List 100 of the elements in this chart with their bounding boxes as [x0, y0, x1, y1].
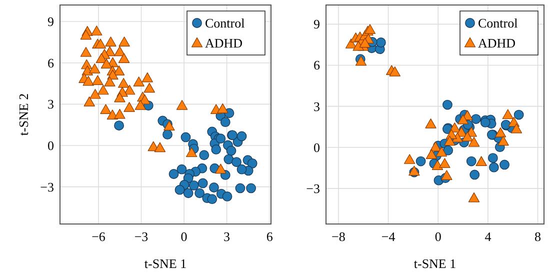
- point: [118, 78, 130, 88]
- point: [104, 76, 116, 86]
- point: [174, 184, 185, 195]
- point: [91, 26, 102, 36]
- point: [416, 156, 426, 166]
- point: [176, 100, 188, 110]
- point: [352, 40, 364, 51]
- point: [226, 146, 236, 156]
- point: [82, 76, 94, 86]
- point: [236, 131, 247, 142]
- point: [217, 103, 228, 114]
- x-tick-label: −4: [381, 229, 396, 244]
- point: [498, 136, 509, 146]
- point: [199, 150, 210, 160]
- point: [466, 156, 476, 166]
- point: [468, 136, 480, 147]
- point: [107, 70, 118, 80]
- x-tick-label: 8: [534, 229, 542, 244]
- point: [113, 66, 125, 76]
- point: [224, 154, 234, 164]
- point: [92, 75, 104, 86]
- point: [425, 118, 436, 128]
- point: [494, 127, 506, 138]
- point: [164, 120, 175, 130]
- point: [180, 132, 191, 142]
- point: [105, 36, 116, 46]
- x-axis-title: t-SNE 1: [414, 256, 456, 271]
- legend-label: Control: [205, 16, 246, 30]
- x-tick-label: 0: [434, 229, 442, 244]
- point: [198, 178, 208, 188]
- point: [426, 149, 438, 160]
- point: [114, 46, 126, 56]
- legend-label: ADHD: [205, 36, 243, 50]
- point: [444, 136, 456, 146]
- point: [144, 82, 155, 93]
- point: [246, 183, 256, 194]
- point: [364, 24, 376, 34]
- point: [439, 158, 450, 168]
- point: [94, 38, 106, 49]
- point: [443, 145, 454, 156]
- legend-label: ADHD: [478, 36, 516, 50]
- y-axis-title: t-SNE 2: [16, 93, 31, 136]
- point: [232, 157, 242, 167]
- point: [488, 153, 498, 163]
- point: [404, 154, 416, 164]
- point: [124, 84, 136, 95]
- point: [186, 147, 198, 158]
- point: [134, 100, 146, 110]
- point: [188, 180, 199, 190]
- point: [436, 146, 448, 157]
- point: [470, 170, 480, 180]
- point: [90, 88, 101, 99]
- point: [207, 194, 218, 204]
- y-tick-label: 3: [314, 98, 320, 114]
- y-tick-label: 3: [48, 96, 54, 112]
- point: [376, 38, 386, 48]
- point: [176, 164, 187, 174]
- point: [235, 183, 246, 194]
- point: [457, 114, 469, 124]
- point: [162, 130, 172, 140]
- point: [118, 53, 130, 63]
- point: [488, 162, 499, 172]
- point: [510, 123, 522, 134]
- point: [183, 188, 194, 198]
- point: [114, 108, 126, 119]
- legend-label: Control: [478, 16, 518, 30]
- x-tick-label: −8: [332, 229, 346, 244]
- point: [133, 76, 144, 86]
- point: [118, 36, 130, 46]
- point: [100, 58, 112, 68]
- point: [114, 92, 126, 102]
- y-tick-label: 9: [314, 16, 320, 32]
- x-tick-label: 4: [484, 229, 492, 244]
- x-tick-label: 6: [266, 229, 274, 244]
- point: [236, 164, 247, 174]
- point: [124, 102, 135, 112]
- x-tick-label: −6: [92, 229, 106, 244]
- point: [80, 30, 92, 40]
- point: [222, 192, 232, 202]
- point: [114, 120, 124, 130]
- y-tick-label: 6: [48, 55, 54, 70]
- point: [500, 160, 510, 170]
- point: [502, 109, 514, 120]
- point: [442, 100, 452, 110]
- point: [154, 142, 166, 152]
- point: [98, 84, 109, 95]
- y-tick-label: 0: [48, 138, 54, 153]
- point: [471, 114, 481, 124]
- point: [194, 188, 205, 198]
- point: [209, 182, 219, 192]
- point: [100, 104, 112, 114]
- point: [215, 164, 226, 174]
- point: [142, 72, 153, 82]
- point: [430, 141, 442, 152]
- x-tick-label: 3: [224, 229, 230, 244]
- y-tick-label: −3: [40, 179, 54, 194]
- point: [220, 117, 230, 128]
- point: [476, 156, 487, 166]
- x-axis-title: t-SNE 1: [144, 256, 187, 271]
- point: [359, 38, 371, 48]
